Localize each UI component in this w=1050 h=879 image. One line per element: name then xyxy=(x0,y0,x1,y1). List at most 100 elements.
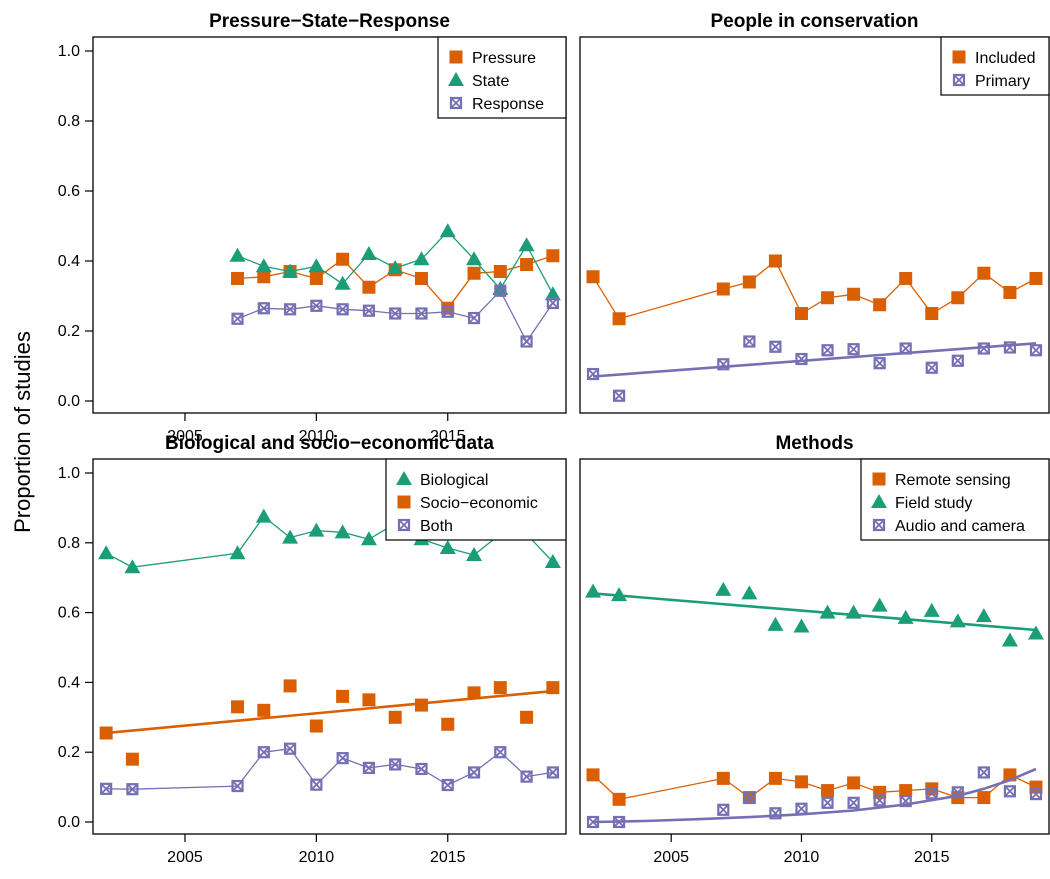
plot-frame xyxy=(92,36,567,414)
data-point xyxy=(821,291,835,305)
data-point xyxy=(897,609,914,624)
data-point xyxy=(336,303,349,316)
data-point xyxy=(414,698,428,712)
data-point xyxy=(362,693,376,707)
panel-title: Biological and socio−economic data xyxy=(165,433,494,454)
panel-title: Pressure−State−Response xyxy=(209,11,450,32)
data-point xyxy=(586,270,600,284)
legend-box xyxy=(860,458,1050,541)
data-point xyxy=(925,307,939,320)
y-tick-label: 0.4 xyxy=(58,253,80,270)
data-point xyxy=(415,762,428,776)
legend: Included Primary xyxy=(940,36,1050,96)
data-point xyxy=(544,286,561,301)
data-point xyxy=(255,258,272,273)
data-point xyxy=(520,710,534,724)
x-tick-label: 2015 xyxy=(430,849,466,866)
x-tick-label: 2010 xyxy=(299,849,335,866)
x-tick-label: 2005 xyxy=(653,849,689,866)
x-tick-label: 2010 xyxy=(299,428,335,445)
y-tick-label: 0.6 xyxy=(58,183,80,200)
series-2 xyxy=(229,223,561,301)
data-point xyxy=(308,258,325,273)
data-point xyxy=(520,335,533,348)
legend: Pressure State Response xyxy=(437,36,567,119)
legend-marker xyxy=(397,518,411,532)
data-point xyxy=(975,608,992,623)
data-point xyxy=(873,357,886,370)
legend-marker xyxy=(871,494,887,508)
legend-marker xyxy=(396,471,412,485)
data-point xyxy=(743,791,756,804)
data-point xyxy=(585,583,602,598)
data-point xyxy=(126,783,139,796)
data-point xyxy=(283,303,297,316)
series-1 xyxy=(586,768,1043,806)
y-tick-label: 1.0 xyxy=(58,43,80,60)
data-point xyxy=(794,307,808,320)
data-point xyxy=(586,768,600,782)
data-point xyxy=(795,352,808,366)
data-point xyxy=(768,771,782,785)
data-point xyxy=(743,335,756,348)
data-point xyxy=(283,679,297,693)
y-tick-label: 0.4 xyxy=(58,674,80,691)
data-point xyxy=(544,553,561,568)
data-point xyxy=(819,604,836,619)
legend-label: Audio and camera xyxy=(895,518,1025,535)
data-point xyxy=(389,758,402,771)
data-point xyxy=(466,547,483,562)
legend: Remote sensing Field study Audio and camer… xyxy=(860,458,1050,541)
data-point xyxy=(413,251,430,266)
data-point xyxy=(741,585,758,600)
data-point xyxy=(951,786,964,799)
data-point xyxy=(767,616,784,631)
legend-label: Pressure xyxy=(472,50,536,67)
data-point xyxy=(873,794,886,807)
data-point xyxy=(441,305,454,318)
series-line xyxy=(592,259,1037,320)
data-point xyxy=(925,361,938,374)
data-point xyxy=(611,587,628,602)
data-point xyxy=(494,284,507,297)
data-point xyxy=(821,796,834,809)
trend-line xyxy=(592,592,1037,632)
data-point xyxy=(821,344,834,357)
data-point xyxy=(388,710,402,724)
data-point xyxy=(716,771,730,785)
data-point xyxy=(439,223,456,238)
y-tick-label: 0.0 xyxy=(58,814,80,831)
data-point xyxy=(1003,286,1017,299)
data-point xyxy=(125,752,139,766)
data-point xyxy=(1003,785,1017,798)
data-point xyxy=(494,746,507,759)
data-point xyxy=(283,742,297,755)
legend-label: Both xyxy=(420,518,453,535)
data-point xyxy=(546,681,560,695)
legend-marker xyxy=(872,518,886,532)
panel-title: Methods xyxy=(775,433,853,454)
data-point xyxy=(612,815,626,829)
data-point xyxy=(546,249,560,263)
legend-label: Socio−economic xyxy=(420,495,538,512)
x-tick-label: 2015 xyxy=(430,428,466,445)
data-point xyxy=(360,246,377,260)
series-line xyxy=(106,748,554,790)
legend-marker xyxy=(397,495,411,509)
panel-1: Pressure−State−Response 0.0 0.2 0.4 0.6 0.8 1.… xyxy=(58,11,567,445)
data-point xyxy=(871,597,888,612)
data-point xyxy=(612,312,626,326)
data-point xyxy=(1029,787,1043,801)
data-point xyxy=(231,779,244,793)
data-point xyxy=(467,311,481,325)
data-point xyxy=(847,796,860,809)
data-point xyxy=(98,545,115,560)
data-point xyxy=(717,803,730,816)
data-point xyxy=(415,307,428,320)
data-point xyxy=(282,529,299,544)
data-point xyxy=(334,524,351,539)
plot-frame xyxy=(92,458,567,835)
series-2 xyxy=(585,581,1044,647)
legend-label: State xyxy=(472,73,509,90)
